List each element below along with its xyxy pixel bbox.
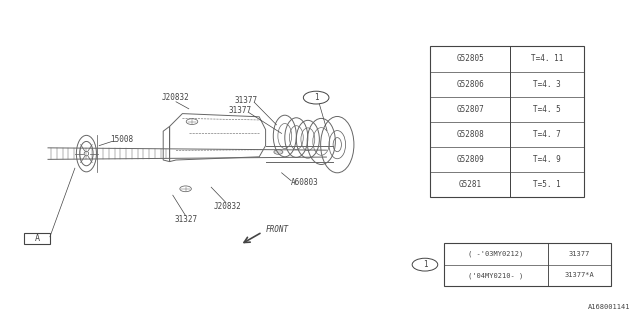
Text: A60803: A60803	[291, 178, 319, 187]
Text: A: A	[35, 234, 40, 243]
Text: A168001141: A168001141	[588, 304, 630, 310]
Text: T=5. 1: T=5. 1	[533, 180, 561, 189]
Bar	[430, 46, 584, 197]
Text: G52806: G52806	[456, 80, 484, 89]
Text: T=4. 9: T=4. 9	[533, 155, 561, 164]
Text: T=4. 3: T=4. 3	[533, 80, 561, 89]
Text: ( -'03MY0212): ( -'03MY0212)	[468, 251, 524, 257]
Text: 31377*A: 31377*A	[564, 272, 594, 278]
Text: ('04MY0210- ): ('04MY0210- )	[468, 272, 524, 279]
Text: 31377: 31377	[235, 96, 258, 105]
Bar	[444, 243, 611, 286]
Text: G52807: G52807	[456, 105, 484, 114]
Text: 1: 1	[314, 93, 319, 102]
Text: 31377: 31377	[228, 106, 252, 115]
Text: G52809: G52809	[456, 155, 484, 164]
Text: J20832: J20832	[213, 202, 241, 211]
Text: G5281: G5281	[458, 180, 482, 189]
Text: 1: 1	[422, 260, 428, 269]
Text: 31327: 31327	[174, 215, 197, 224]
Text: 15008: 15008	[110, 135, 133, 144]
Text: T=4. 7: T=4. 7	[533, 130, 561, 139]
Text: T=4. 11: T=4. 11	[531, 54, 563, 63]
Text: G52808: G52808	[456, 130, 484, 139]
Bar	[24, 233, 50, 244]
Text: G52805: G52805	[456, 54, 484, 63]
Text: T=4. 5: T=4. 5	[533, 105, 561, 114]
Text: 31377: 31377	[568, 251, 590, 257]
Text: J20832: J20832	[162, 93, 190, 102]
Text: FRONT: FRONT	[266, 225, 289, 234]
